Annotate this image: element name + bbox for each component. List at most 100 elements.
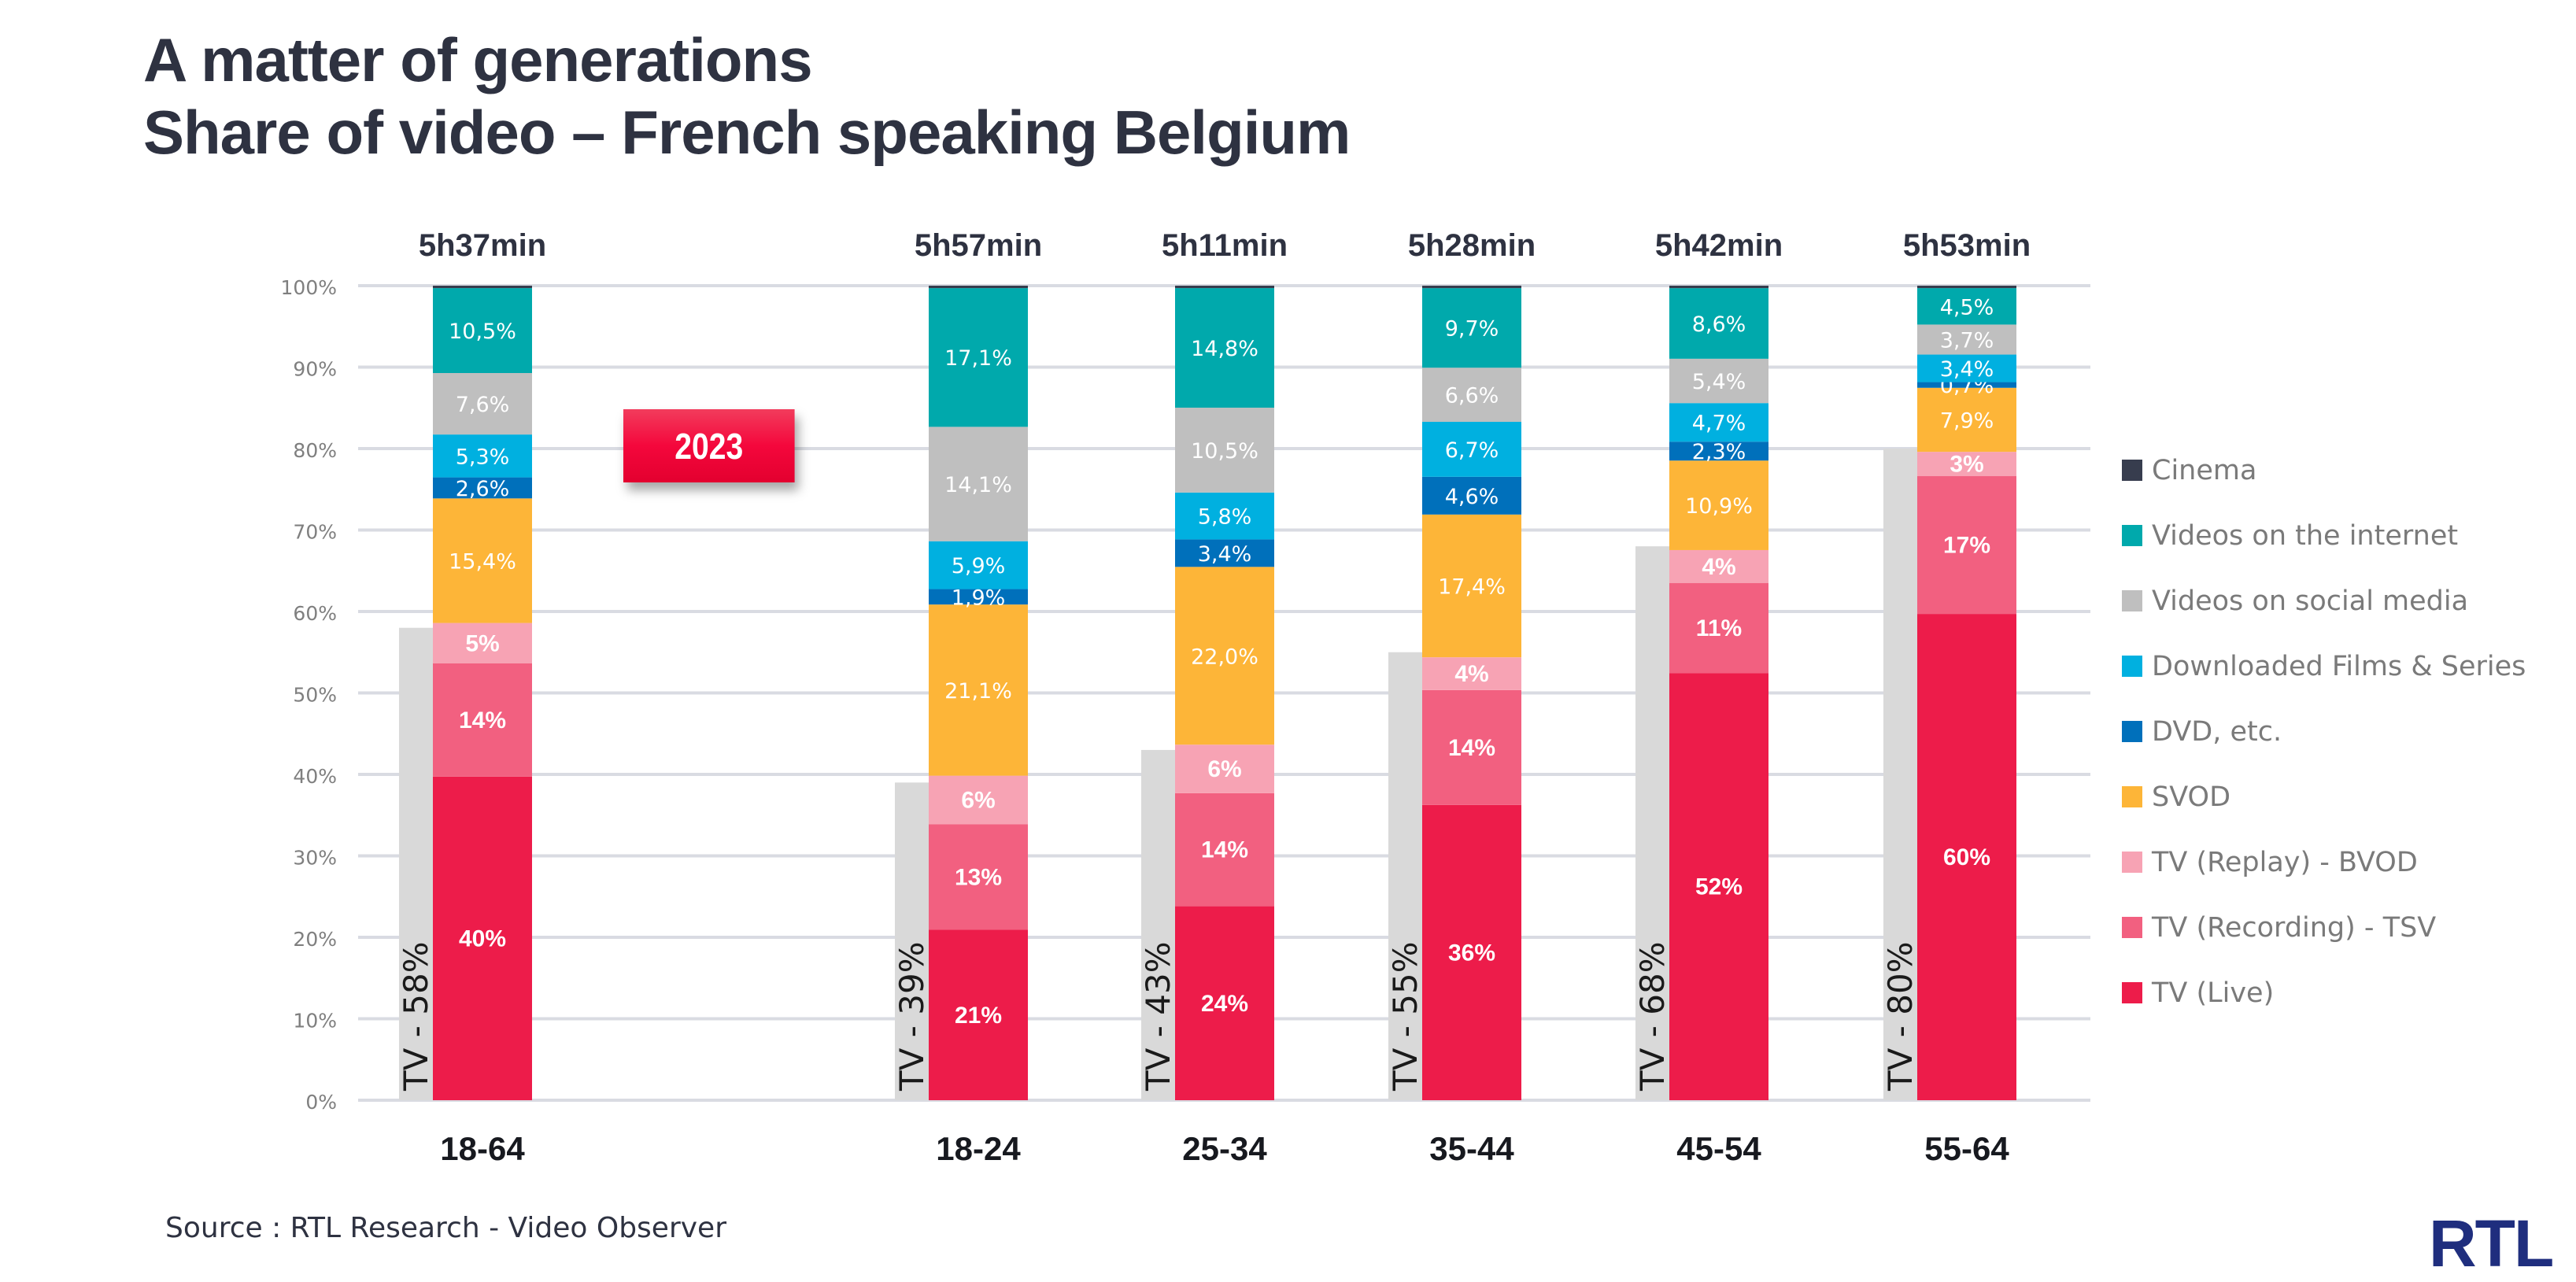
segment-dvd-etc- [1175, 539, 1274, 567]
y-tick-label: 100% [281, 276, 337, 299]
segment-tv-recording-tsv [1175, 792, 1274, 907]
legend-item: TV (Live) [2122, 960, 2526, 1025]
tv-total-label: TV - 39% [893, 941, 931, 1092]
segment-value-label: 4,7% [1692, 412, 1746, 436]
legend-label: TV (Recording) - TSV [2152, 911, 2437, 944]
legend-item: SVOD [2122, 764, 2526, 829]
bars: TV - 58%40%14%5%15,4%2,6%5,3%7,6%10,5%TV… [397, 286, 2016, 1100]
segment-value-label: 6,7% [1445, 438, 1499, 463]
duration-label: 5h11min [1162, 228, 1288, 263]
y-tick-label: 60% [293, 602, 337, 625]
bar-group-35-44: TV - 55% 36% 14% 4% 17,4% 4,6% 6,7% 6,6% 9,7% [1386, 286, 1521, 1100]
y-tick-label: 80% [293, 439, 337, 462]
category-label: 18-64 [440, 1130, 525, 1167]
legend-swatch [2122, 656, 2142, 677]
segment-tv-recording-tsv [1669, 582, 1768, 674]
segment-downloaded-films-series [1422, 422, 1521, 477]
legend: Cinema Videos on the internet Videos on so… [2122, 438, 2526, 1025]
segment-value-label: 17% [1943, 533, 1990, 559]
segment-value-label: 1,9% [952, 586, 1006, 610]
y-tick-label: 0% [305, 1091, 337, 1114]
tv-total-bar [1388, 652, 1422, 1100]
segment-value-label: 3,4% [1940, 357, 1994, 382]
tv-total-bar [1883, 449, 1917, 1100]
segment-value-label: 3,4% [1198, 542, 1252, 567]
segment-value-label: 5,3% [456, 445, 510, 469]
segment-downloaded-films-series [433, 434, 532, 478]
bar-group-18-64: TV - 58% 40% 14% 5% 15,4% 2,6% 5,3% 7,6% 10,5% [397, 286, 532, 1100]
segment-videos-on-the-internet [929, 288, 1028, 427]
segment-dvd-etc- [929, 589, 1028, 605]
segment-value-label: 10,9% [1685, 494, 1753, 519]
tv-total-bar [1141, 749, 1175, 1100]
segment-value-label: 5,4% [1692, 370, 1746, 394]
page-title: A matter of generations Share of video –… [143, 24, 1351, 168]
segment-value-label: 5,8% [1198, 505, 1252, 530]
segment-value-label: 10,5% [449, 320, 516, 344]
tv-total-label: TV - 68% [1633, 941, 1672, 1092]
duration-label: 5h37min [419, 228, 546, 263]
segment-value-label: 14,1% [944, 473, 1012, 497]
segment-tv-replay-bvod [1175, 744, 1274, 793]
segment-tv-recording-tsv [1917, 476, 2016, 615]
segment-downloaded-films-series [1669, 403, 1768, 442]
segment-cinema [1422, 286, 1521, 289]
segment-cinema [1669, 286, 1768, 289]
segment-value-label: 15,4% [449, 549, 516, 574]
segment-value-label: 14% [1201, 837, 1248, 863]
segment-value-label: 5,9% [952, 554, 1006, 578]
segment-dvd-etc- [1422, 476, 1521, 515]
segment-dvd-etc- [1669, 441, 1768, 461]
segment-cinema [929, 286, 1028, 289]
segment-dvd-etc- [433, 477, 532, 499]
segment-value-label: 5% [465, 630, 499, 656]
segment-value-label: 6% [1207, 756, 1241, 782]
tv-total-label: TV - 43% [1139, 941, 1177, 1092]
tv-total-bar [895, 782, 929, 1100]
segment-value-label: 21,1% [944, 679, 1012, 704]
legend-item: TV (Recording) - TSV [2122, 895, 2526, 960]
segment-value-label: 4% [1702, 554, 1735, 580]
legend-item: Videos on social media [2122, 568, 2526, 634]
segment-value-label: 3,7% [1940, 328, 1994, 353]
segment-tv-live- [433, 776, 532, 1100]
segment-value-label: 7,9% [1940, 408, 1994, 433]
y-tick-label: 50% [293, 684, 337, 707]
legend-swatch [2122, 982, 2142, 1003]
segment-value-label: 36% [1448, 940, 1495, 966]
duration-label: 5h42min [1655, 228, 1783, 263]
segment-tv-live- [1422, 804, 1521, 1100]
segment-value-label: 4,6% [1445, 485, 1499, 509]
y-tick-label: 30% [293, 847, 337, 870]
segment-dvd-etc- [1917, 382, 2016, 388]
segment-tv-live- [1175, 906, 1274, 1100]
segment-value-label: 14% [459, 708, 506, 733]
legend-item: TV (Replay) - BVOD [2122, 829, 2526, 895]
segment-value-label: 60% [1943, 844, 1990, 870]
segment-value-label: 21% [955, 1003, 1002, 1029]
segment-videos-on-social-media [1669, 358, 1768, 404]
segment-downloaded-films-series [1175, 492, 1274, 540]
y-axis: 0% 10% 20% 30% 40% 50% 60% 70% 80% 90% 100% [281, 276, 337, 1114]
legend-label: TV (Live) [2152, 977, 2275, 1009]
segment-videos-on-the-internet [433, 288, 532, 374]
segment-value-label: 4% [1454, 661, 1488, 687]
segment-svod [1175, 567, 1274, 745]
segment-value-label: 4,5% [1940, 295, 1994, 320]
legend-swatch [2122, 721, 2142, 742]
y-tick-label: 70% [293, 521, 337, 544]
segment-value-label: 9,7% [1445, 317, 1499, 342]
segment-videos-on-the-internet [1669, 288, 1768, 359]
legend-item: Videos on the internet [2122, 503, 2526, 568]
source-note: Source : RTL Research - Video Observer [165, 1212, 727, 1244]
segment-svod [1422, 514, 1521, 658]
segment-videos-on-social-media [1917, 324, 2016, 355]
category-label: 55-64 [1924, 1130, 2009, 1167]
segment-value-label: 11% [1696, 615, 1742, 641]
segment-downloaded-films-series [929, 541, 1028, 589]
segment-downloaded-films-series [1917, 354, 2016, 382]
segment-videos-on-social-media [1175, 408, 1274, 493]
y-tick-label: 10% [293, 1010, 337, 1033]
legend-label: Videos on the internet [2152, 519, 2459, 552]
